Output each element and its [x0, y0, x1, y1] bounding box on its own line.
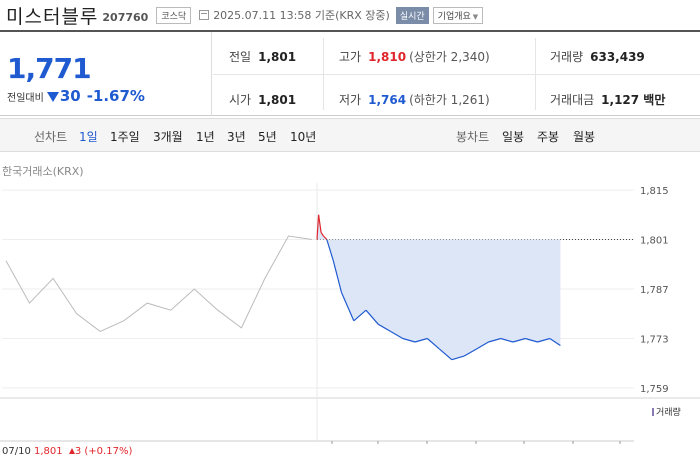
open-value: 1,801	[258, 93, 297, 107]
prev-day-line	[5, 235, 313, 332]
prev-close-label: 전일	[229, 50, 252, 64]
change-value: 30	[59, 87, 81, 105]
today-line-segment	[475, 341, 489, 350]
tab-5y[interactable]: 5년	[258, 130, 277, 144]
today-line-segment	[549, 337, 561, 347]
today-line-segment	[537, 337, 550, 343]
tab-monthly[interactable]: 월봉	[573, 130, 596, 144]
y-tick-label: 1,773	[640, 334, 669, 345]
y-tick-label: 1,759	[640, 384, 669, 395]
today-line-segment	[512, 337, 526, 343]
market-badge: 코스닥	[156, 6, 192, 24]
today-line-segment	[402, 337, 416, 343]
amount-label: 거래대금	[550, 93, 595, 107]
volume-value: 633,439	[590, 50, 645, 64]
change-label: 전일대비	[7, 93, 44, 104]
data-source: 한국거래소(KRX)	[2, 165, 84, 178]
today-line-segment	[326, 239, 334, 261]
down-arrow-icon	[46, 92, 59, 102]
change-row: 전일대비 30 -1.67%	[7, 87, 145, 105]
low-value: 1,764	[368, 93, 407, 107]
today-line-segment	[500, 337, 514, 343]
prev-close: 전일 1,801	[229, 48, 296, 65]
today-line-segment	[463, 348, 477, 357]
prev-day-date: 07/10	[2, 446, 31, 457]
trade-amount: 거래대금 1,127 백만	[550, 91, 665, 108]
volume-legend-label: 거래량	[656, 408, 681, 418]
prev-close-value: 1,801	[258, 50, 297, 64]
y-tick-label: 1,801	[640, 236, 669, 247]
change-rate: -1.67%	[86, 87, 145, 105]
calendar-icon	[199, 10, 210, 20]
chart-period-tabs: 선차트 1일 1주일 3개월 1년 3년 5년 10년 봉차트 일봉 주봉 월봉	[0, 118, 700, 152]
high-label: 고가	[339, 50, 362, 64]
today-line-segment	[525, 337, 538, 343]
stock-header: 미스터블루 207760 코스닥 2025.07.11 13:58 기준(KRX…	[0, 0, 700, 30]
stock-code: 207760	[102, 11, 149, 24]
y-tick-label: 1,787	[640, 285, 669, 296]
volume-swatch	[652, 408, 654, 416]
today-line-segment	[318, 214, 322, 233]
today-line-segment	[332, 260, 343, 293]
open-label: 시가	[229, 93, 252, 107]
tab-daily[interactable]: 일봉	[502, 130, 525, 144]
company-overview-label: 기업개요	[437, 11, 471, 22]
today-line-segment	[340, 292, 355, 322]
today-line-segment	[365, 309, 379, 325]
today-line-segment	[414, 337, 428, 343]
prev-day-change: 3	[74, 446, 82, 457]
price-summary: 1,771 전일대비 30 -1.67% 전일 1,801 고가 1,810 (상한가 2…	[0, 30, 700, 116]
realtime-button[interactable]: 실시간	[395, 6, 429, 24]
current-price-box: 1,771 전일대비 30 -1.67%	[0, 32, 212, 116]
tab-1w[interactable]: 1주일	[110, 130, 140, 144]
low-price: 저가 1,764 (하한가 1,261)	[339, 91, 490, 108]
divider	[535, 38, 536, 110]
open-price: 시가 1,801	[229, 91, 296, 108]
volume-legend: 거래량	[652, 405, 681, 418]
company-overview-button[interactable]: 기업개요 ▼	[432, 6, 484, 24]
today-line-segment	[426, 338, 440, 350]
prev-day-price: 1,801	[34, 446, 63, 457]
tab-weekly[interactable]: 주봉	[537, 130, 560, 144]
y-tick-label: 1,815	[640, 186, 669, 197]
today-line-segment	[323, 235, 328, 240]
tab-10y[interactable]: 10년	[290, 130, 317, 144]
high-value: 1,810	[368, 50, 407, 64]
tab-1y[interactable]: 1년	[196, 130, 215, 144]
high-price: 고가 1,810 (상한가 2,340)	[339, 48, 490, 65]
prev-day-rate: (+0.17%)	[84, 446, 133, 457]
price-chart[interactable]: 1,8151,8011,7871,7731,75907/1110:0011:00…	[0, 175, 700, 445]
today-line-segment	[451, 355, 465, 361]
chevron-down-icon: ▼	[472, 12, 479, 21]
stats-grid: 전일 1,801 고가 1,810 (상한가 2,340) 거래량 633,439 시가…	[213, 32, 700, 116]
tab-3y[interactable]: 3년	[227, 130, 246, 144]
timestamp: 2025.07.11 13:58 기준(KRX 장중)	[213, 9, 390, 22]
stock-name: 미스터블루	[6, 5, 99, 28]
volume: 거래량 633,439	[550, 48, 645, 65]
up-arrow-icon	[68, 448, 75, 454]
line-chart-label: 선차트	[34, 130, 68, 144]
upper-limit: (상한가 2,340)	[409, 50, 490, 64]
low-label: 저가	[339, 93, 362, 107]
amount-value: 1,127 백만	[601, 93, 666, 107]
divider	[213, 74, 700, 75]
today-line-segment	[316, 214, 320, 240]
today-line-segment	[353, 309, 367, 322]
volume-label: 거래량	[550, 50, 584, 64]
today-line-segment	[377, 323, 391, 332]
tab-3m[interactable]: 3개월	[153, 130, 183, 144]
prev-day-info: 07/10 1,801 3 (+0.17%)	[2, 446, 132, 457]
today-line-segment	[390, 330, 404, 340]
lower-limit: (하한가 1,261)	[409, 93, 490, 107]
current-price: 1,771	[7, 52, 92, 85]
candle-chart-label: 봉차트	[456, 130, 490, 144]
change-area	[317, 214, 561, 360]
tab-1d[interactable]: 1일	[79, 130, 98, 144]
divider	[323, 38, 324, 110]
today-line-segment	[320, 232, 324, 237]
today-line-segment	[439, 348, 453, 361]
today-line-segment	[488, 337, 501, 343]
